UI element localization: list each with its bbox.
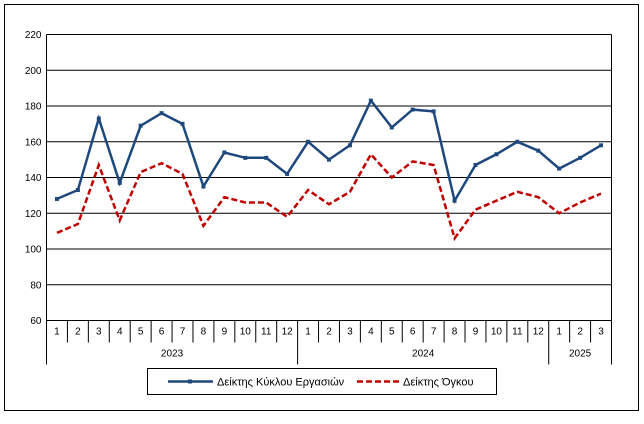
data-point (285, 171, 290, 176)
data-point (389, 125, 394, 130)
data-point (117, 180, 122, 185)
x-tick-label: 4 (368, 327, 374, 338)
x-tick-label: 9 (473, 327, 479, 338)
data-point (201, 184, 206, 189)
y-tick-label: 80 (30, 280, 42, 291)
x-tick-label: 1 (305, 327, 311, 338)
legend-marker-turnover (188, 379, 192, 384)
y-tick-label: 100 (25, 245, 42, 256)
data-point (180, 121, 185, 126)
y-tick-label: 60 (30, 316, 42, 327)
x-tick-label: 3 (598, 327, 604, 338)
data-point (327, 157, 331, 162)
data-point (494, 152, 499, 157)
x-tick-label: 5 (389, 327, 395, 338)
data-point (368, 98, 373, 103)
x-tick-label: 1 (556, 327, 562, 338)
x-tick-label: 7 (431, 327, 437, 338)
data-point (75, 188, 80, 193)
x-tick-label: 2 (75, 327, 81, 338)
x-tick-label: 6 (159, 327, 165, 338)
x-tick-label: 2 (326, 327, 332, 338)
data-point (410, 107, 415, 112)
x-tick-label: 1 (54, 327, 60, 338)
year-label: 2025 (569, 349, 592, 360)
y-tick-label: 140 (25, 173, 42, 184)
data-point (536, 148, 541, 153)
chart-frame (4, 4, 639, 411)
data-point (473, 162, 478, 167)
year-label: 2024 (412, 349, 435, 360)
x-tick-label: 12 (533, 327, 545, 338)
y-tick-label: 200 (25, 66, 42, 77)
legend: Δείκτης Κύκλου Εργασιών Δείκτης Όγκου (147, 368, 497, 395)
data-point (159, 111, 164, 116)
data-point (138, 123, 143, 128)
x-tick-label: 11 (261, 327, 272, 338)
data-point (222, 150, 227, 155)
x-tick-label: 3 (347, 327, 353, 338)
data-point (54, 196, 59, 201)
year-label: 2023 (161, 349, 184, 360)
x-tick-label: 2 (577, 327, 583, 338)
x-tick-label: 7 (180, 327, 186, 338)
data-point (306, 139, 311, 144)
data-point (557, 166, 562, 171)
x-tick-label: 9 (222, 327, 228, 338)
x-tick-label: 8 (201, 327, 207, 338)
x-tick-label: 10 (491, 327, 503, 338)
series-line-volume (56, 152, 602, 242)
data-point (347, 143, 352, 148)
data-point (431, 109, 436, 114)
data-point (599, 143, 604, 148)
data-point (243, 155, 248, 160)
y-tick-label: 220 (25, 30, 42, 41)
y-axis-ticks: 60 80 100 120 140 160 180 200 220 (25, 30, 42, 327)
x-tick-label: 11 (512, 327, 523, 338)
y-tick-label: 180 (25, 102, 42, 113)
x-tick-label: 10 (240, 327, 252, 338)
x-tick-label: 12 (282, 327, 294, 338)
data-point (96, 116, 101, 121)
x-tick-label: 3 (96, 327, 102, 338)
x-tick-label: 4 (117, 327, 123, 338)
x-tick-label: 8 (452, 327, 458, 338)
data-point (515, 139, 520, 144)
series-group (54, 98, 604, 242)
data-point (452, 198, 457, 203)
data-point (264, 155, 269, 160)
gridlines (46, 34, 612, 321)
x-tick-label: 6 (410, 327, 416, 338)
legend-label-turnover: Δείκτης Κύκλου Εργασιών (217, 377, 345, 389)
legend-label-volume: Δείκτης Όγκου (403, 377, 474, 389)
y-tick-label: 160 (25, 137, 42, 148)
x-tick-label: 5 (138, 327, 144, 338)
y-tick-label: 120 (25, 209, 42, 220)
data-point (578, 155, 583, 160)
